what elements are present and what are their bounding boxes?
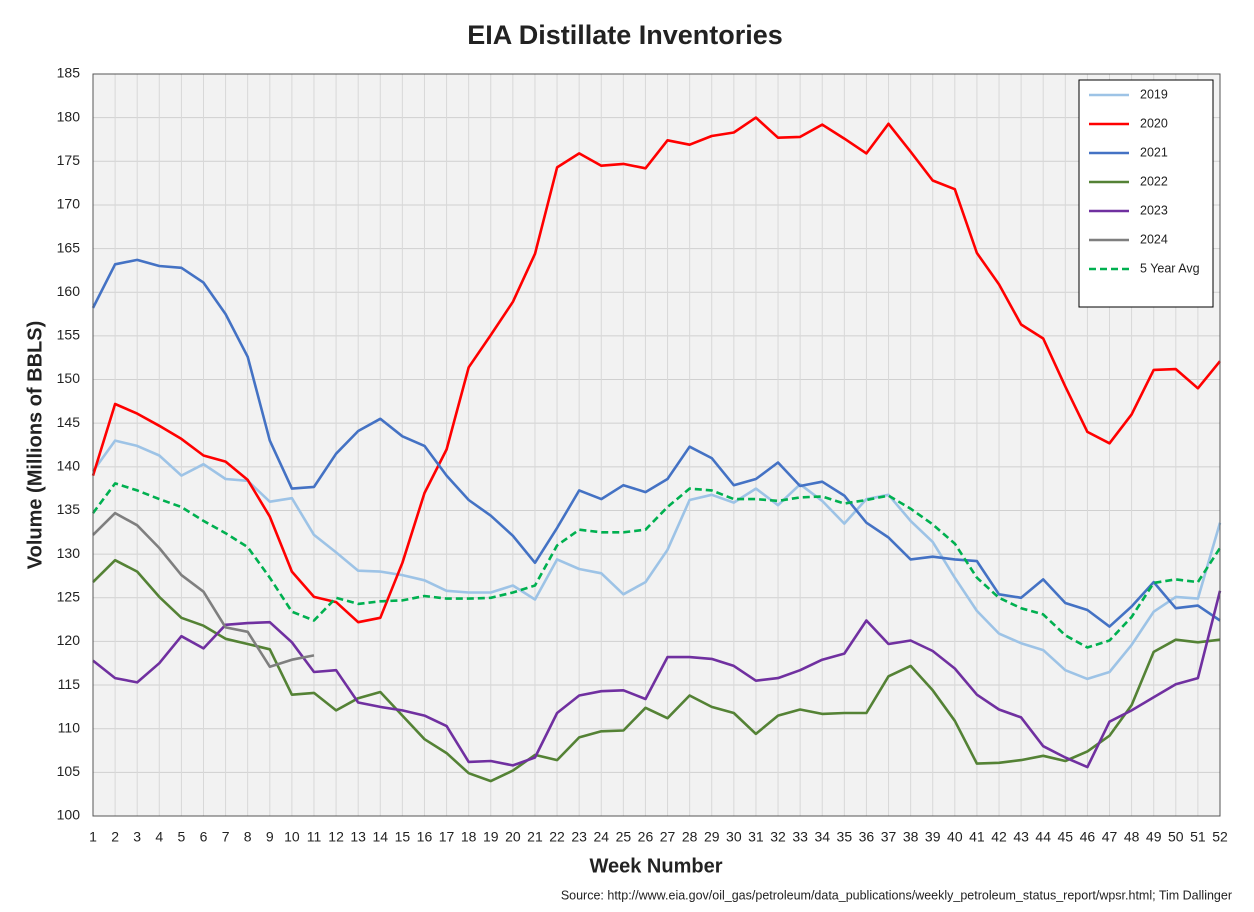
y-tick-label: 105 xyxy=(57,763,81,779)
y-tick-label: 165 xyxy=(57,239,81,255)
x-tick-label: 13 xyxy=(350,829,366,845)
x-tick-label: 29 xyxy=(704,829,720,845)
y-tick-label: 185 xyxy=(57,65,81,81)
x-tick-label: 37 xyxy=(881,829,897,845)
x-tick-label: 41 xyxy=(969,829,985,845)
y-tick-label: 175 xyxy=(57,152,81,168)
x-axis-title: Week Number xyxy=(589,855,722,877)
x-tick-label: 34 xyxy=(814,829,830,845)
x-tick-label: 26 xyxy=(638,829,654,845)
x-tick-label: 19 xyxy=(483,829,499,845)
x-tick-label: 28 xyxy=(682,829,698,845)
y-tick-label: 150 xyxy=(57,370,81,386)
x-tick-label: 17 xyxy=(439,829,455,845)
x-tick-label: 18 xyxy=(461,829,477,845)
x-tick-label: 7 xyxy=(222,829,230,845)
series-line xyxy=(91,439,1222,681)
x-tick-label: 4 xyxy=(155,829,163,845)
x-tick-label: 50 xyxy=(1168,829,1184,845)
x-tick-label: 23 xyxy=(571,829,587,845)
series-line xyxy=(92,558,1221,783)
legend: 2019 2020 2021 2022 2023 2024 5 Year Avg xyxy=(1078,79,1214,308)
grid xyxy=(92,73,1221,817)
x-tick-label: 15 xyxy=(395,829,411,845)
x-tick-label: 10 xyxy=(284,829,300,845)
y-tick-label: 140 xyxy=(57,458,81,474)
plot-border xyxy=(92,73,1221,817)
y-tick-label: 100 xyxy=(57,807,81,823)
x-tick-label: 51 xyxy=(1190,829,1206,845)
x-tick-label: 31 xyxy=(748,829,764,845)
x-tick-label: 38 xyxy=(903,829,919,845)
legend-label: 2020 xyxy=(1140,116,1168,130)
x-tick-label: 45 xyxy=(1058,829,1074,845)
series-line xyxy=(91,482,1222,649)
x-tick-label: 27 xyxy=(660,829,676,845)
x-tick-label: 11 xyxy=(307,829,322,845)
source-note: Source: http://www.eia.gov/oil_gas/petro… xyxy=(561,888,1232,902)
x-tick-label: 16 xyxy=(417,829,433,845)
series-line xyxy=(92,511,315,668)
x-tick-label: 20 xyxy=(505,829,521,845)
x-tick-label: 2 xyxy=(111,829,119,845)
legend-label: 2019 xyxy=(1140,87,1168,101)
x-tick-label: 47 xyxy=(1102,829,1118,845)
x-tick-label: 52 xyxy=(1212,829,1228,845)
x-tick-label: 42 xyxy=(991,829,1007,845)
y-tick-label: 135 xyxy=(57,501,81,517)
x-tick-label: 46 xyxy=(1080,829,1096,845)
y-axis-title: Volume (Millions of BBLS) xyxy=(24,321,46,570)
legend-label: 2021 xyxy=(1140,145,1168,159)
y-tick-label: 180 xyxy=(57,108,81,124)
x-tick-label: 14 xyxy=(372,829,388,845)
x-tick-label: 44 xyxy=(1035,829,1051,845)
x-tick-label: 21 xyxy=(527,829,543,845)
y-tick-label: 170 xyxy=(57,196,81,212)
x-tick-label: 24 xyxy=(593,829,609,845)
x-tick-label: 35 xyxy=(837,829,853,845)
x-tick-label: 22 xyxy=(549,829,565,845)
x-tick-label: 49 xyxy=(1146,829,1162,845)
legend-label: 5 Year Avg xyxy=(1140,261,1200,275)
x-tick-label: 25 xyxy=(616,829,632,845)
y-tick-label: 160 xyxy=(57,283,81,299)
series-line xyxy=(91,258,1221,628)
x-tick-label: 6 xyxy=(200,829,208,845)
legend-label: 2024 xyxy=(1140,232,1168,246)
x-tick-label: 1 xyxy=(89,829,97,845)
x-tick-label: 33 xyxy=(792,829,808,845)
x-tick-label: 43 xyxy=(1013,829,1029,845)
series-line xyxy=(92,590,1222,769)
series-line xyxy=(91,116,1222,624)
x-tick-label: 36 xyxy=(859,829,875,845)
x-tick-label: 3 xyxy=(133,829,141,845)
x-tick-label: 30 xyxy=(726,829,742,845)
x-tick-label: 9 xyxy=(266,829,274,845)
plot-area xyxy=(93,74,1220,816)
y-tick-label: 130 xyxy=(57,545,81,561)
x-tick-label: 39 xyxy=(925,829,941,845)
chart-title: EIA Distillate Inventories xyxy=(467,20,783,50)
y-tick-label: 115 xyxy=(58,676,81,692)
x-tick-label: 5 xyxy=(177,829,185,845)
legend-label: 2022 xyxy=(1140,174,1168,188)
x-tick-label: 8 xyxy=(244,829,252,845)
x-tick-label: 48 xyxy=(1124,829,1140,845)
x-tick-label: 40 xyxy=(947,829,963,845)
legend-label: 2023 xyxy=(1140,203,1168,217)
series-lines xyxy=(91,116,1222,783)
y-tick-label: 145 xyxy=(57,414,81,430)
x-tick-label: 12 xyxy=(328,829,344,845)
y-tick-label: 125 xyxy=(57,588,81,604)
y-tick-label: 155 xyxy=(57,327,81,343)
y-tick-label: 110 xyxy=(58,719,81,735)
y-tick-label: 120 xyxy=(57,632,81,648)
x-tick-label: 32 xyxy=(770,829,786,845)
